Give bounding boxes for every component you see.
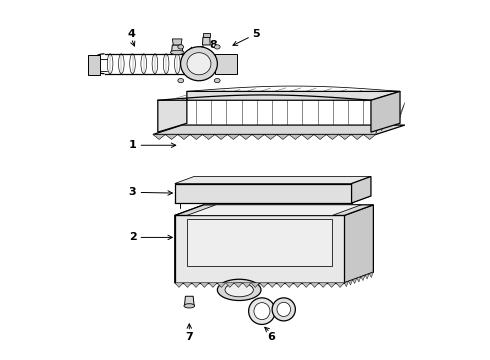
Polygon shape [344, 281, 348, 287]
Ellipse shape [171, 50, 184, 54]
Polygon shape [399, 103, 405, 120]
Polygon shape [175, 205, 204, 283]
Polygon shape [319, 283, 327, 287]
Polygon shape [175, 205, 373, 215]
Text: 1: 1 [129, 140, 137, 150]
Polygon shape [310, 283, 319, 287]
Ellipse shape [218, 279, 261, 301]
Polygon shape [268, 283, 276, 287]
Ellipse shape [272, 298, 295, 321]
Polygon shape [376, 117, 382, 135]
Polygon shape [302, 283, 310, 287]
Polygon shape [294, 283, 302, 287]
Polygon shape [251, 283, 260, 287]
Polygon shape [289, 135, 301, 139]
Polygon shape [369, 272, 373, 278]
Polygon shape [217, 283, 225, 287]
Polygon shape [314, 135, 326, 139]
Polygon shape [388, 110, 393, 127]
Polygon shape [215, 135, 227, 139]
Bar [88, 55, 99, 75]
Polygon shape [183, 283, 192, 287]
Polygon shape [382, 113, 388, 131]
Polygon shape [243, 283, 251, 287]
Polygon shape [277, 135, 289, 139]
Polygon shape [187, 219, 332, 266]
Ellipse shape [187, 53, 211, 75]
Ellipse shape [178, 45, 184, 49]
Ellipse shape [248, 298, 275, 324]
Polygon shape [348, 280, 353, 285]
Polygon shape [225, 283, 234, 287]
Polygon shape [175, 184, 352, 203]
Polygon shape [260, 283, 268, 287]
Polygon shape [344, 205, 373, 283]
Text: 2: 2 [129, 233, 137, 242]
Polygon shape [339, 135, 351, 139]
Text: 6: 6 [268, 332, 275, 342]
Polygon shape [187, 205, 361, 215]
Polygon shape [285, 283, 294, 287]
Polygon shape [175, 215, 344, 283]
Polygon shape [172, 45, 183, 54]
Ellipse shape [254, 303, 270, 320]
Polygon shape [184, 296, 194, 306]
Polygon shape [165, 135, 178, 139]
Polygon shape [192, 283, 200, 287]
Polygon shape [234, 283, 243, 287]
Polygon shape [190, 135, 202, 139]
Polygon shape [371, 91, 400, 132]
Polygon shape [215, 54, 237, 74]
Polygon shape [209, 283, 217, 287]
Text: 7: 7 [185, 332, 193, 342]
Text: 4: 4 [127, 29, 135, 39]
Ellipse shape [277, 302, 291, 316]
Polygon shape [178, 135, 190, 139]
Polygon shape [336, 283, 344, 287]
Polygon shape [365, 274, 369, 279]
Text: 8: 8 [210, 40, 218, 50]
Polygon shape [353, 278, 357, 284]
Ellipse shape [181, 47, 218, 81]
Ellipse shape [225, 283, 253, 297]
Polygon shape [276, 283, 285, 287]
Polygon shape [252, 135, 265, 139]
Polygon shape [364, 135, 376, 139]
Polygon shape [357, 277, 361, 282]
Polygon shape [240, 135, 252, 139]
Ellipse shape [214, 78, 220, 83]
Text: 3: 3 [129, 188, 136, 197]
Polygon shape [352, 176, 371, 203]
Polygon shape [202, 37, 210, 45]
Ellipse shape [184, 304, 195, 308]
Polygon shape [326, 135, 339, 139]
Polygon shape [361, 275, 365, 280]
Polygon shape [153, 135, 165, 139]
Polygon shape [172, 39, 182, 45]
Polygon shape [175, 272, 373, 283]
Polygon shape [351, 135, 364, 139]
Polygon shape [301, 135, 314, 139]
Polygon shape [265, 135, 277, 139]
Polygon shape [393, 106, 399, 124]
Polygon shape [175, 196, 371, 203]
Polygon shape [200, 283, 209, 287]
Polygon shape [158, 91, 400, 132]
Ellipse shape [178, 78, 184, 83]
Polygon shape [227, 135, 240, 139]
Polygon shape [202, 135, 215, 139]
Polygon shape [175, 176, 371, 184]
Polygon shape [203, 32, 210, 37]
Ellipse shape [214, 45, 220, 49]
Text: 5: 5 [252, 29, 260, 39]
Polygon shape [153, 125, 405, 135]
Polygon shape [175, 283, 183, 287]
Polygon shape [327, 283, 336, 287]
